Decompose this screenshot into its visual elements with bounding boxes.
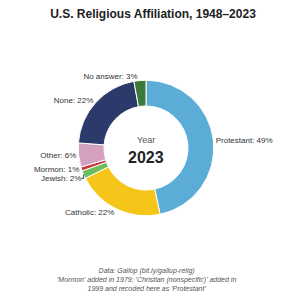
svg-text:Catholic: 22%: Catholic: 22% — [65, 208, 114, 217]
svg-text:U.S. Religious Affiliation, 19: U.S. Religious Affiliation, 1948–2023 — [50, 7, 256, 21]
svg-text:Protestant: 49%: Protestant: 49% — [216, 136, 273, 145]
svg-text:Jewish: 2%: Jewish: 2% — [41, 174, 81, 183]
svg-text:Data: Gallop (bit.ly/gallup-re: Data: Gallop (bit.ly/gallup-relig)'Mormo… — [57, 267, 236, 292]
svg-text:2023: 2023 — [128, 149, 164, 166]
svg-text:No answer: 3%: No answer: 3% — [83, 72, 137, 81]
svg-text:Mormon: 1%: Mormon: 1% — [34, 165, 79, 174]
svg-text:Year: Year — [137, 135, 155, 145]
svg-text:None: 22%: None: 22% — [54, 96, 94, 105]
svg-text:Other: 6%: Other: 6% — [40, 151, 76, 160]
